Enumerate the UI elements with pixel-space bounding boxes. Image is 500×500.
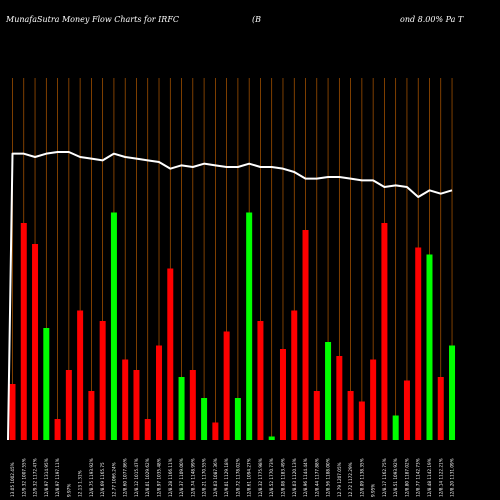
date-label: 12/8.56 1188.00%	[326, 458, 331, 497]
money-flow-bar	[291, 310, 298, 440]
money-flow-bar	[325, 342, 332, 440]
date-label: 12/9.01 1129.18%	[224, 458, 229, 497]
date-label: 12/8.28 1166.11%	[168, 458, 173, 497]
date-label: 12/8.08 1183.49%	[280, 458, 285, 497]
chart-title-mid: (B	[252, 15, 261, 24]
money-flow-bar	[257, 321, 264, 440]
date-label: 12/8.09 1138.35%	[359, 458, 364, 497]
date-label: 12/8.60 1077.86%	[123, 458, 128, 497]
money-flow-bar	[167, 268, 174, 440]
chart-title-right: ond 8.00% Pa T	[400, 15, 464, 24]
money-flow-bar	[449, 345, 456, 440]
date-label: 12/9.32 1007.55%	[21, 458, 26, 497]
date-label: 12/8.32 1775.98%	[258, 458, 263, 497]
date-label: 13.05 1002.45%	[10, 462, 15, 497]
date-label: 9.95%	[371, 484, 376, 497]
date-label: 12/8.37 1109.00%	[179, 458, 184, 497]
money-flow-bar	[9, 384, 16, 440]
date-label: 12/8.72 1178.02%	[235, 458, 240, 497]
date-label: 12/9.03 1087.36%	[213, 458, 218, 497]
money-flow-bar	[426, 254, 433, 440]
money-flow-bar	[20, 223, 27, 440]
date-label: 12/8.69 1165.75	[100, 462, 105, 497]
price-line-group	[7, 151, 453, 441]
money-flow-bar	[178, 377, 185, 440]
money-flow-bar	[415, 247, 422, 440]
money-flow-bar	[246, 212, 253, 440]
money-flow-bar	[189, 370, 196, 440]
date-label: 12.72 1172.29%	[348, 462, 353, 497]
date-label: 12/8.97 1197.11%	[55, 458, 60, 497]
money-flow-bar	[279, 349, 286, 440]
money-flow-bar	[110, 212, 117, 440]
date-labels: 13.05 1002.45% 12/9.32 1007.55% 12/9.32 11…	[10, 458, 455, 497]
money-flow-bar	[54, 419, 61, 440]
date-label: 12/8.48 1142.19%	[427, 458, 432, 497]
date-label: 12/8.20 1131.09%	[450, 458, 455, 497]
money-flow-bar	[347, 391, 354, 440]
date-label: 12/8.80 1187.02%	[404, 458, 409, 497]
date-label: 9.97%	[66, 484, 71, 497]
date-label: 12/8.96 1144.44%	[303, 458, 308, 497]
money-flow-bar	[358, 401, 365, 440]
money-flow-bar	[370, 359, 377, 440]
money-flow-bar	[88, 391, 95, 440]
money-flow-bar	[43, 328, 50, 440]
date-label: 12/8.17 1162.75%	[382, 458, 387, 497]
price-line	[7, 151, 453, 441]
date-label: 12/8.21 1170.55%	[202, 458, 207, 497]
money-flow-bar	[144, 419, 151, 440]
date-label: 12/8.97 1035.48%	[157, 458, 162, 497]
money-flow-bar	[403, 380, 410, 440]
date-label: 12/8.61 1094.27%	[247, 458, 252, 497]
date-label: 12/8.77 1142.73%	[416, 458, 421, 497]
money-flow-bar	[381, 223, 388, 440]
money-flow-bar	[234, 398, 241, 440]
money-flow-bar	[313, 391, 320, 440]
date-label: 12/8.97 1314.95%	[44, 458, 49, 497]
date-label: 12.79 1207.05%	[337, 462, 342, 497]
date-label: 12/8.01 1029.62%	[145, 458, 150, 497]
date-label: 12/8.51 1093.92%	[393, 458, 398, 497]
date-label: 12/9.32 1172.47%	[33, 458, 38, 497]
money-flow-bar	[223, 331, 230, 440]
date-label: 12/8.75 1193.92%	[89, 458, 94, 497]
money-flow-bar	[32, 244, 39, 440]
date-label: 12.77 1066.24%	[111, 462, 116, 497]
money-flow-bar	[133, 370, 140, 440]
bars	[9, 212, 456, 440]
date-label: 12/8.52 1770.73%	[269, 458, 274, 497]
money-flow-bar	[302, 230, 309, 440]
money-flow-bar	[212, 422, 219, 440]
date-label: 12/8.12 1015.47%	[134, 458, 139, 497]
money-flow-bar	[99, 321, 106, 440]
date-label: 12.13 1.31%	[78, 470, 83, 497]
money-flow-bar	[201, 398, 208, 440]
money-flow-bar	[392, 415, 399, 440]
date-label: 12/8.74 1148.99%	[190, 458, 195, 497]
money-flow-bar	[77, 310, 84, 440]
chart-title-left: MunafaSutra Money Flow Charts for IRFC	[5, 15, 179, 24]
money-flow-bar	[336, 356, 343, 440]
money-flow-bar	[122, 359, 129, 440]
money-flow-bar	[437, 377, 444, 440]
money-flow-bar	[156, 345, 163, 440]
money-flow-bar	[268, 436, 275, 440]
money-flow-bar	[65, 370, 72, 440]
date-label: 12/8.03 1120.13%	[292, 458, 297, 497]
date-label: 12/8.44 1177.88%	[314, 458, 319, 497]
date-label: 12/8.14 1122.21%	[438, 458, 443, 497]
